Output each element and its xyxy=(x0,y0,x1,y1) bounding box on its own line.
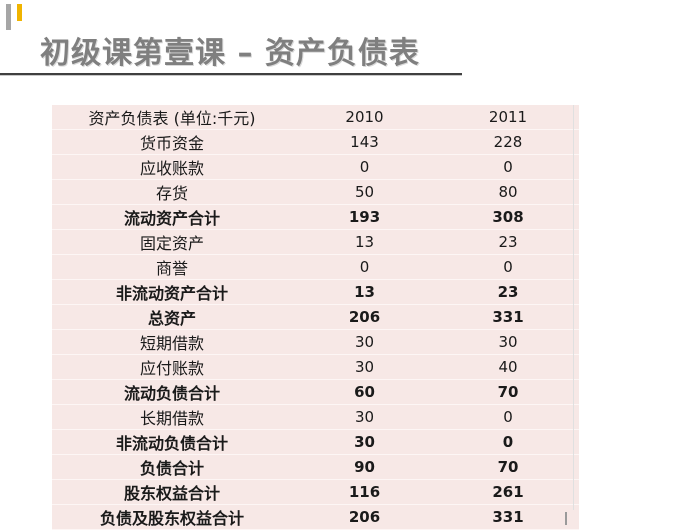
slide-title: 初级课第壹课 – 资产负债表 xyxy=(40,36,420,71)
table-row: 存货 50 80 xyxy=(52,179,579,205)
table-row: 长期借款 30 0 xyxy=(52,404,579,430)
row-value-2010: 0 xyxy=(292,254,437,280)
bottom-edge-mark xyxy=(565,512,567,525)
title-underline xyxy=(0,73,462,75)
row-value-2010: 30 xyxy=(292,404,437,430)
header-year-2011: 2011 xyxy=(437,105,579,130)
row-value-2010: 143 xyxy=(292,129,437,155)
row-value-2010: 30 xyxy=(292,329,437,355)
header-year-2010: 2010 xyxy=(292,105,437,130)
row-label-cell: 流动负债合计 xyxy=(52,379,292,405)
row-label-cell: 存货 xyxy=(52,179,292,205)
row-value-2011: 30 xyxy=(437,329,579,355)
row-value-2011: 0 xyxy=(437,154,579,180)
accent-bar-grey xyxy=(6,4,11,30)
table-row: 负债合计 90 70 xyxy=(52,454,579,480)
row-value-2010: 90 xyxy=(292,454,437,480)
row-value-2010: 60 xyxy=(292,379,437,405)
row-value-2011: 23 xyxy=(437,279,579,305)
row-value-2010: 13 xyxy=(292,279,437,305)
row-label-cell: 商誉 xyxy=(52,254,292,280)
row-value-2011: 80 xyxy=(437,179,579,205)
row-label-cell: 固定资产 xyxy=(52,229,292,255)
row-label-cell: 股东权益合计 xyxy=(52,479,292,505)
accent-bar-gold xyxy=(17,4,22,21)
row-label-cell: 负债及股东权益合计 xyxy=(52,504,292,530)
table-row: 总资产 206 331 xyxy=(52,304,579,330)
row-value-2011: 0 xyxy=(437,429,579,455)
row-value-2011: 331 xyxy=(437,504,579,530)
title-underline-shadow xyxy=(0,75,462,76)
row-value-2010: 116 xyxy=(292,479,437,505)
table-row: 应收账款 0 0 xyxy=(52,154,579,180)
row-value-2011: 23 xyxy=(437,229,579,255)
row-value-2010: 206 xyxy=(292,504,437,530)
table-row: 非流动资产合计 13 23 xyxy=(52,279,579,305)
row-value-2010: 13 xyxy=(292,229,437,255)
balance-sheet-table: 资产负债表 (单位:千元) 2010 2011 货币资金 143 228 应收账款 0 0… xyxy=(52,105,579,530)
row-value-2011: 0 xyxy=(437,254,579,280)
row-value-2011: 228 xyxy=(437,129,579,155)
table-header-row: 资产负债表 (单位:千元) 2010 2011 xyxy=(52,105,579,130)
row-label-cell: 流动资产合计 xyxy=(52,204,292,230)
row-label-cell: 应付账款 xyxy=(52,354,292,380)
page-edge-line xyxy=(573,105,574,510)
table-row: 应付账款 30 40 xyxy=(52,354,579,380)
row-value-2011: 70 xyxy=(437,379,579,405)
table-row: 货币资金 143 228 xyxy=(52,129,579,155)
row-label-cell: 货币资金 xyxy=(52,129,292,155)
row-label-cell: 长期借款 xyxy=(52,404,292,430)
table-row: 非流动负债合计 30 0 xyxy=(52,429,579,455)
row-value-2011: 331 xyxy=(437,304,579,330)
table-row: 负债及股东权益合计 206 331 xyxy=(52,504,579,530)
row-value-2011: 70 xyxy=(437,454,579,480)
row-value-2010: 206 xyxy=(292,304,437,330)
table-row: 流动资产合计 193 308 xyxy=(52,204,579,230)
row-value-2010: 0 xyxy=(292,154,437,180)
row-value-2010: 30 xyxy=(292,354,437,380)
row-value-2010: 193 xyxy=(292,204,437,230)
row-value-2010: 50 xyxy=(292,179,437,205)
row-label-cell: 负债合计 xyxy=(52,454,292,480)
table-row: 固定资产 13 23 xyxy=(52,229,579,255)
table-row: 股东权益合计 116 261 xyxy=(52,479,579,505)
table-row: 短期借款 30 30 xyxy=(52,329,579,355)
row-value-2010: 30 xyxy=(292,429,437,455)
table-row: 商誉 0 0 xyxy=(52,254,579,280)
corner-accent-marks xyxy=(6,4,26,30)
header-label-cell: 资产负债表 (单位:千元) xyxy=(52,105,292,130)
row-value-2011: 0 xyxy=(437,404,579,430)
table-row: 流动负债合计 60 70 xyxy=(52,379,579,405)
row-label-cell: 非流动资产合计 xyxy=(52,279,292,305)
balance-sheet-body: 资产负债表 (单位:千元) 2010 2011 货币资金 143 228 应收账款 0 0… xyxy=(52,105,579,530)
row-value-2011: 308 xyxy=(437,204,579,230)
row-value-2011: 261 xyxy=(437,479,579,505)
row-label-cell: 非流动负债合计 xyxy=(52,429,292,455)
row-label-cell: 应收账款 xyxy=(52,154,292,180)
row-value-2011: 40 xyxy=(437,354,579,380)
row-label-cell: 总资产 xyxy=(52,304,292,330)
row-label-cell: 短期借款 xyxy=(52,329,292,355)
